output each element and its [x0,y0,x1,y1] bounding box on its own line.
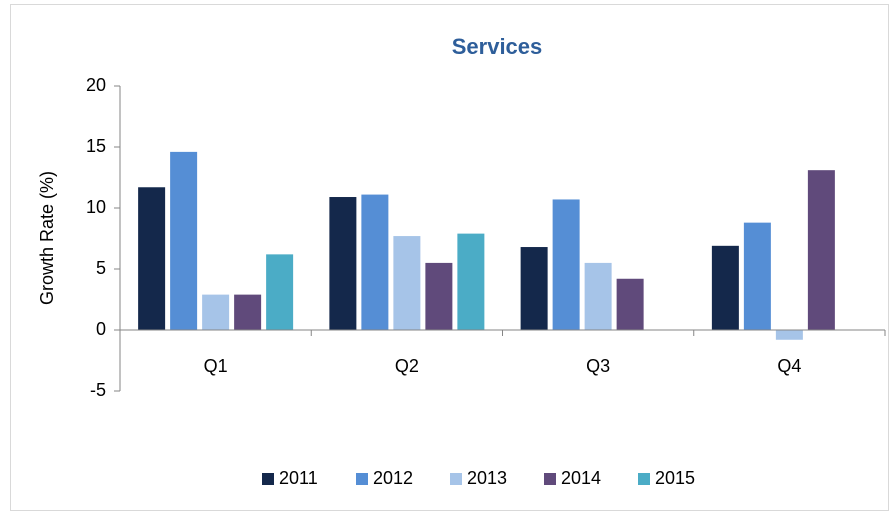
y-tick-label: 0 [96,319,106,339]
x-tick-label: Q3 [586,356,610,376]
bar [775,330,803,340]
bar [552,199,580,330]
legend-swatch [450,473,462,485]
y-tick-label: 15 [86,136,106,156]
bar [711,245,739,330]
bar [425,262,453,330]
y-tick-label: -5 [90,380,106,400]
legend-swatch [544,473,556,485]
legend-swatch [356,473,368,485]
bar [584,262,612,330]
bar [202,294,230,330]
bar [616,278,644,330]
y-axis-label: Growth Rate (%) [37,171,57,305]
bar [361,194,389,330]
bar [393,236,421,330]
legend-swatch [262,473,274,485]
bar [266,254,294,330]
legend-label: 2014 [561,468,601,488]
bar [457,233,485,330]
x-tick-label: Q1 [204,356,228,376]
y-tick-label: 20 [86,75,106,95]
y-tick-label: 5 [96,258,106,278]
bar [138,187,166,330]
legend-label: 2015 [655,468,695,488]
chart-title: Services [452,34,543,59]
x-tick-label: Q2 [395,356,419,376]
bar [170,151,198,330]
bar [520,247,548,330]
y-tick-label: 10 [86,197,106,217]
bar [234,294,262,330]
legend-swatch [638,473,650,485]
bar [743,222,771,330]
bar [807,170,835,330]
legend-label: 2012 [373,468,413,488]
legend-label: 2013 [467,468,507,488]
x-tick-label: Q4 [777,356,801,376]
bar [329,197,357,330]
legend-label: 2011 [279,468,318,488]
